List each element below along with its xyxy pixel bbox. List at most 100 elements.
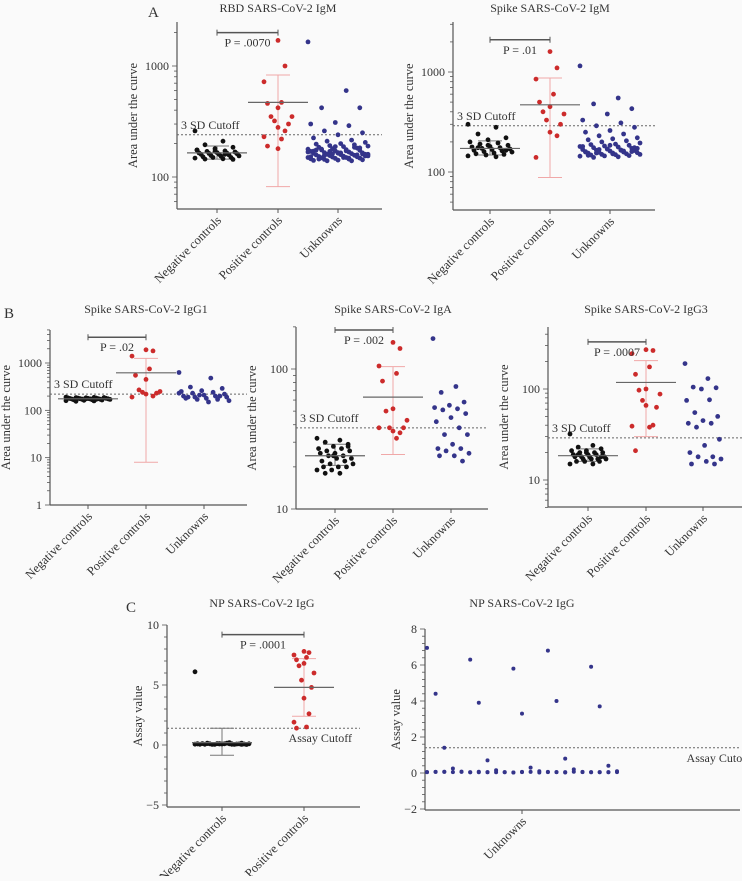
data-point bbox=[425, 645, 429, 650]
data-point bbox=[202, 156, 208, 162]
data-point bbox=[311, 135, 316, 141]
data-point bbox=[459, 769, 464, 774]
y-tick-label: 1 bbox=[36, 498, 42, 512]
y-tick-label: 2 bbox=[411, 730, 417, 744]
data-point bbox=[335, 132, 341, 138]
data-point bbox=[450, 770, 455, 775]
data-point bbox=[394, 371, 399, 376]
data-point bbox=[554, 770, 559, 775]
data-point bbox=[440, 407, 446, 413]
data-point bbox=[554, 133, 560, 139]
data-point bbox=[684, 398, 689, 403]
data-point bbox=[346, 155, 352, 161]
data-point bbox=[690, 384, 696, 390]
data-point bbox=[694, 424, 699, 430]
data-point bbox=[220, 156, 226, 162]
data-point bbox=[306, 650, 312, 655]
y-tick-label: 8 bbox=[411, 622, 417, 636]
data-point bbox=[425, 770, 429, 775]
chart-title: Spike SARS-CoV-2 IgA bbox=[334, 302, 452, 316]
y-tick-label: 10 bbox=[528, 473, 540, 487]
data-point bbox=[268, 114, 274, 119]
data-point bbox=[466, 450, 472, 456]
data-point bbox=[657, 391, 663, 397]
data-point bbox=[594, 123, 599, 129]
data-point bbox=[265, 143, 270, 149]
data-point bbox=[596, 147, 602, 152]
data-point bbox=[465, 153, 471, 159]
data-point bbox=[176, 370, 182, 375]
data-point bbox=[397, 346, 403, 351]
data-point bbox=[528, 769, 533, 774]
data-point bbox=[294, 725, 299, 731]
data-point bbox=[203, 395, 209, 401]
data-point bbox=[597, 704, 602, 709]
data-point bbox=[442, 432, 447, 437]
data-point bbox=[607, 128, 613, 133]
data-point bbox=[468, 770, 473, 775]
data-point bbox=[471, 147, 477, 153]
data-point bbox=[458, 446, 464, 451]
data-point bbox=[503, 135, 509, 141]
data-point bbox=[176, 390, 182, 396]
data-point bbox=[596, 133, 602, 139]
data-point bbox=[316, 446, 321, 451]
data-point bbox=[210, 389, 216, 395]
data-point bbox=[588, 142, 594, 148]
data-point bbox=[545, 769, 550, 774]
data-point bbox=[485, 758, 490, 763]
data-point bbox=[343, 88, 349, 93]
data-point bbox=[304, 655, 309, 660]
data-point bbox=[272, 118, 277, 124]
data-point bbox=[503, 147, 509, 153]
data-point bbox=[491, 150, 497, 156]
data-point bbox=[499, 148, 505, 154]
data-point bbox=[319, 146, 324, 152]
data-point bbox=[322, 439, 328, 445]
data-point bbox=[433, 769, 438, 774]
category-label: Unknowns bbox=[569, 214, 617, 262]
y-tick-label: 10 bbox=[147, 618, 159, 632]
data-point bbox=[494, 770, 499, 775]
y-tick-label: 6 bbox=[411, 658, 417, 672]
data-point bbox=[294, 657, 299, 663]
data-point bbox=[319, 105, 324, 111]
category-label: Unknowns bbox=[481, 814, 529, 862]
data-point bbox=[433, 691, 438, 696]
data-point bbox=[626, 153, 632, 159]
data-point bbox=[537, 770, 542, 775]
data-point bbox=[261, 134, 267, 140]
data-point bbox=[610, 136, 616, 142]
data-point bbox=[715, 414, 721, 419]
data-point bbox=[567, 431, 573, 437]
data-point bbox=[150, 393, 156, 399]
y-axis-label: Area under the curve bbox=[126, 62, 140, 168]
data-point bbox=[390, 406, 396, 412]
data-point bbox=[585, 137, 591, 143]
data-point bbox=[220, 138, 226, 144]
data-point bbox=[590, 461, 596, 467]
data-point bbox=[143, 347, 149, 353]
p-value-label: P = .0001 bbox=[240, 638, 286, 652]
data-point bbox=[636, 387, 642, 393]
p-value-label: P = .0070 bbox=[225, 36, 271, 50]
data-point bbox=[311, 158, 316, 163]
data-point bbox=[337, 470, 343, 476]
data-point bbox=[637, 152, 643, 157]
data-point bbox=[291, 652, 297, 658]
y-axis-label: Area under the curve bbox=[0, 364, 13, 470]
data-point bbox=[505, 142, 511, 148]
data-point bbox=[713, 385, 719, 391]
data-point bbox=[473, 151, 479, 157]
data-point bbox=[465, 121, 471, 127]
data-point bbox=[136, 387, 142, 393]
data-point bbox=[342, 458, 348, 464]
data-point bbox=[602, 153, 607, 159]
cutoff-label: Assay Cutoff bbox=[687, 751, 742, 765]
y-tick-label: 10 bbox=[276, 502, 288, 516]
data-point bbox=[643, 386, 649, 392]
data-point bbox=[590, 443, 596, 448]
cutoff-label: 3 SD Cutoff bbox=[300, 411, 358, 425]
data-point bbox=[511, 666, 516, 671]
data-point bbox=[580, 770, 585, 775]
